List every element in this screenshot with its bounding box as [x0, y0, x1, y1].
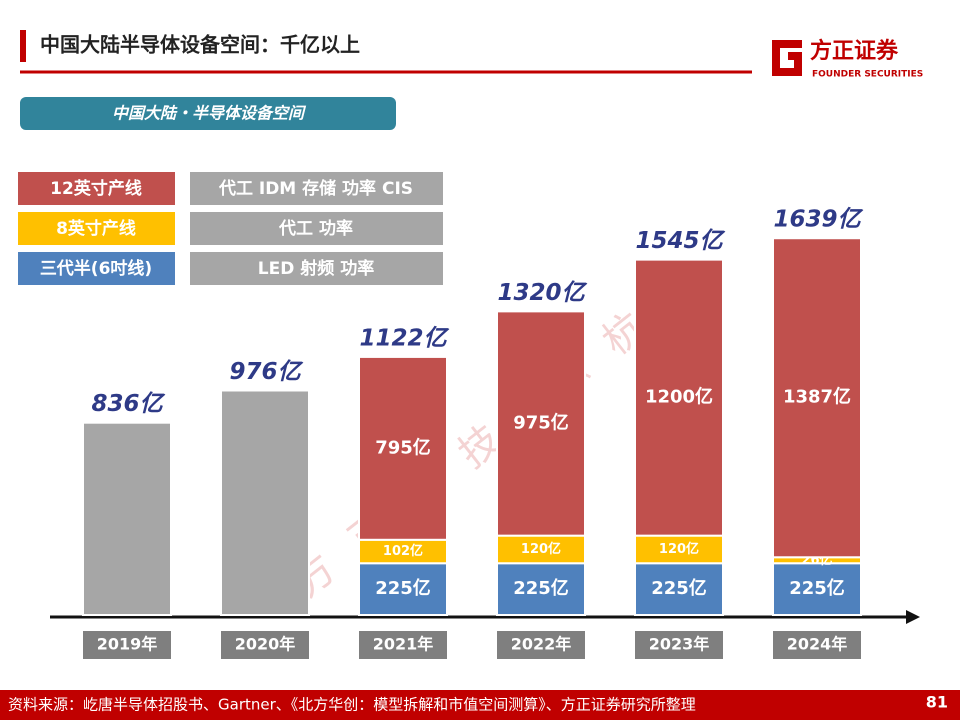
total-label: 1122亿	[359, 325, 449, 351]
legend-swatch	[18, 172, 175, 205]
bar-segment	[220, 389, 310, 616]
legend-swatch	[18, 252, 175, 285]
logo-icon	[772, 40, 802, 76]
segment-label: 1200亿	[645, 386, 713, 408]
legend-label: 8英寸产线	[56, 218, 136, 239]
segment-label: 225亿	[651, 577, 707, 599]
total-label: 1639亿	[773, 207, 863, 233]
category-box	[359, 631, 447, 659]
x-tick-label: 2024年	[787, 635, 848, 654]
logo-en: FOUNDER SECURITIES	[812, 70, 923, 80]
total-label: 1320亿	[497, 280, 587, 306]
category-box	[83, 631, 171, 659]
x-tick-label: 2021年	[373, 635, 434, 654]
segment-label: 225亿	[513, 577, 569, 599]
footer-band	[0, 690, 960, 720]
category-box	[497, 631, 585, 659]
legend-label: 12英寸产线	[50, 178, 142, 199]
segment-label: 975亿	[513, 412, 569, 434]
total-label: 836亿	[91, 391, 165, 417]
category-box	[221, 631, 309, 659]
logo: 方正证券 FOUNDER SECURITIES	[772, 38, 923, 80]
segment-label: 225亿	[375, 577, 431, 599]
legend-description-box	[190, 252, 443, 285]
category-box	[773, 631, 861, 659]
subtitle: 中国大陆・半导体设备空间	[112, 104, 307, 123]
legend-swatch	[18, 212, 175, 245]
x-tick-label: 2020年	[235, 635, 296, 654]
segment-label: 102亿	[383, 543, 423, 559]
segment-label: 120亿	[521, 541, 561, 557]
x-axis-arrow	[906, 610, 920, 624]
total-label: 1545亿	[635, 228, 725, 254]
segment-label: 120亿	[659, 541, 699, 557]
total-label: 976亿	[229, 359, 303, 385]
x-tick-label: 2023年	[649, 635, 710, 654]
bar-segment	[772, 237, 862, 559]
segment-label: 795亿	[375, 436, 431, 458]
footer-source: 资料来源：屹唐半导体招股书、Gartner、《北方华创：模型拆解和市值空间测算》…	[8, 696, 696, 714]
subtitle-box	[20, 97, 396, 130]
title-marker	[20, 30, 26, 62]
legend-label: 三代半(6吋线)	[40, 258, 152, 279]
legend-description: 代工 功率	[278, 218, 353, 239]
bar-segment	[496, 310, 586, 537]
segment-label: 225亿	[789, 577, 845, 599]
legend-description-box	[190, 212, 443, 245]
bar-segment	[358, 355, 448, 541]
x-tick-label: 2019年	[97, 635, 158, 654]
category-box	[635, 631, 723, 659]
bar-segment	[358, 562, 448, 617]
page-number: 81	[926, 693, 948, 712]
bar-segment	[82, 421, 172, 617]
logo-cn: 方正证券	[810, 38, 899, 64]
slide-title: 中国大陆半导体设备空间：千亿以上	[40, 33, 360, 57]
x-tick-label: 2022年	[511, 635, 572, 654]
bar-segment	[634, 258, 724, 537]
legend-description: LED 射频 功率	[258, 258, 374, 279]
watermark: 方正科技 陈杭	[285, 285, 678, 606]
legend-description-box	[190, 172, 443, 205]
legend-description: 代工 IDM 存储 功率 CIS	[218, 178, 413, 199]
segment-label: 1387亿	[783, 386, 851, 408]
